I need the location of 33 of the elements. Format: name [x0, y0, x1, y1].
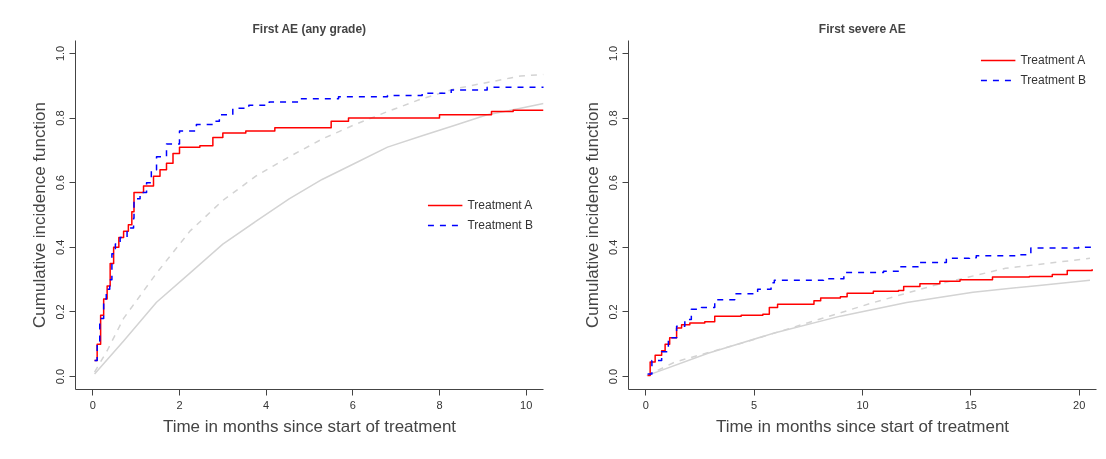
- y-tick-label: 0.4: [607, 239, 620, 255]
- y-tick-label: 0.0: [54, 368, 67, 385]
- legend-label: Treatment B: [1020, 73, 1086, 87]
- y-tick-label: 0.0: [607, 368, 620, 385]
- x-tick-label: 2: [176, 398, 183, 411]
- chart-title: First AE (any grade): [252, 21, 367, 36]
- y-tick-label: 1.0: [54, 45, 67, 62]
- x-tick-label: 8: [436, 398, 443, 411]
- x-tick-label: 6: [349, 398, 356, 411]
- legend-label: Treatment A: [467, 197, 533, 212]
- y-tick-label: 0.2: [54, 304, 67, 320]
- x-axis-title: Time in months since start of treatment: [715, 416, 1010, 436]
- y-tick-label: 0.2: [607, 304, 620, 320]
- chart-title: First severe AE: [818, 21, 906, 36]
- y-tick-label: 0.6: [607, 175, 620, 191]
- x-axis-title: Time in months since start of treatment: [162, 416, 457, 436]
- x-tick-label: 10: [856, 398, 869, 411]
- x-tick-label: 0: [89, 398, 96, 411]
- x-tick-label: 10: [520, 398, 533, 411]
- y-tick-label: 0.4: [54, 239, 67, 255]
- x-tick-label: 15: [964, 398, 977, 411]
- y-tick-label: 0.8: [54, 110, 67, 126]
- y-axis-title: Cumulative incidence function: [29, 102, 49, 328]
- x-tick-label: 0: [642, 398, 649, 411]
- y-tick-label: 0.8: [607, 110, 620, 126]
- x-tick-label: 20: [1073, 398, 1086, 411]
- x-tick-label: 5: [751, 398, 758, 411]
- legend-label: Treatment B: [467, 217, 533, 232]
- x-tick-label: 4: [263, 398, 270, 411]
- y-tick-label: 1.0: [607, 45, 620, 62]
- y-axis-title: Cumulative incidence function: [582, 102, 602, 328]
- legend-label: Treatment A: [1020, 53, 1086, 67]
- y-tick-label: 0.6: [54, 175, 67, 191]
